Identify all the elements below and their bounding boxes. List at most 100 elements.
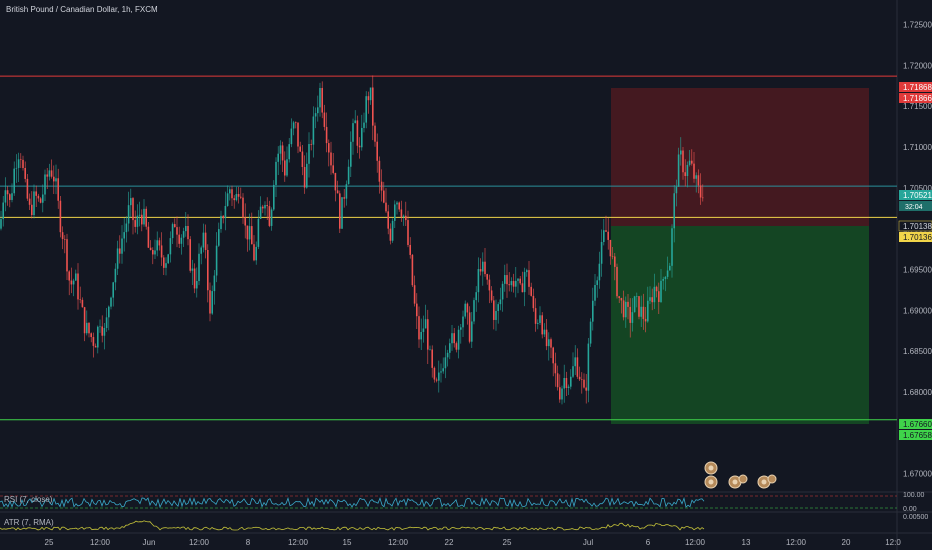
candle [396, 200, 398, 215]
candle [290, 118, 293, 148]
candle [211, 285, 213, 315]
candle [589, 318, 592, 347]
candle [680, 137, 682, 166]
candle [246, 225, 249, 252]
atr-label[interactable]: ATR (7, RMA) [4, 518, 54, 527]
earnings-event-icon[interactable] [704, 475, 718, 489]
candle [295, 121, 297, 129]
candle [165, 257, 167, 276]
time-tick-label: Jul [583, 538, 593, 547]
candle [26, 174, 29, 201]
candle [385, 188, 387, 214]
price-tick-label: 1.67000 [903, 470, 932, 479]
candle [308, 132, 310, 178]
time-tick-label: 8 [246, 538, 251, 547]
candle [15, 154, 18, 183]
candle [79, 286, 81, 304]
candle [83, 306, 86, 342]
candle [99, 319, 101, 333]
candle [277, 146, 279, 175]
candle [37, 193, 40, 202]
candle [477, 257, 480, 303]
candle [312, 106, 315, 158]
candle [684, 159, 686, 187]
candle [50, 159, 53, 179]
candle [176, 216, 178, 248]
candle [625, 296, 627, 328]
candle [583, 373, 585, 389]
candle [449, 338, 451, 360]
candle [521, 271, 524, 293]
candle [152, 247, 154, 265]
candle [420, 318, 422, 351]
price-tick-label: 1.72000 [903, 61, 932, 70]
candle [303, 155, 306, 194]
candle [207, 244, 209, 303]
candle [325, 112, 328, 153]
candle [231, 185, 233, 206]
news-event-icon-2[interactable] [757, 474, 777, 489]
candle [330, 141, 332, 175]
candle [702, 184, 704, 202]
candle [301, 145, 304, 176]
candle [224, 191, 227, 231]
dividend-event-icon[interactable] [704, 461, 718, 475]
candle [33, 184, 35, 219]
candle [460, 323, 462, 344]
candle [121, 225, 123, 264]
rsi-label[interactable]: RSI (7, close) [4, 495, 53, 504]
candle [488, 274, 491, 304]
price-tick-label: 1.69000 [903, 306, 932, 315]
candle [486, 273, 488, 285]
candle [405, 201, 407, 227]
candle [539, 306, 541, 326]
candle [429, 345, 431, 351]
candle [471, 312, 473, 348]
candle [666, 256, 669, 280]
candle [222, 215, 224, 224]
candle [578, 366, 581, 382]
time-tick-label: 12:00 [685, 538, 706, 547]
candle [189, 236, 191, 273]
candle [638, 295, 640, 320]
time-tick-label: 12:00 [288, 538, 309, 547]
candle [376, 133, 378, 173]
price-tick-label: 1.69500 [903, 266, 932, 275]
candle [156, 231, 158, 257]
candle [431, 345, 433, 378]
candle [424, 304, 427, 329]
candle [506, 263, 508, 298]
candle [493, 296, 495, 330]
candle [515, 267, 517, 298]
candle [171, 222, 174, 245]
rsi-line [0, 496, 705, 509]
candle [202, 223, 205, 253]
candle [530, 282, 532, 297]
candle [92, 332, 95, 358]
take-profit-zone[interactable] [611, 226, 869, 424]
candle [422, 315, 425, 343]
news-event-icon[interactable] [728, 474, 748, 489]
time-tick-label: 13 [742, 538, 751, 547]
stop-loss-zone[interactable] [611, 88, 869, 226]
candle [218, 222, 220, 247]
candle [563, 364, 565, 403]
candle [198, 243, 200, 286]
candle [442, 357, 444, 374]
candle [48, 163, 51, 181]
candle [0, 210, 2, 231]
candlestick-series [0, 75, 704, 405]
candle [556, 365, 559, 391]
current-price-label: 1.70521 32:04 [899, 190, 932, 211]
candle [97, 325, 99, 354]
candle [101, 315, 103, 343]
candle [61, 226, 64, 250]
candle [284, 151, 286, 182]
candle [433, 366, 436, 383]
candle [138, 201, 141, 227]
candle [475, 286, 477, 312]
candle [281, 141, 284, 172]
candle [383, 181, 385, 204]
time-axis[interactable]: 25 12:00 Jun 12:00 8 12:00 15 12:00 22 25 Jul 6 12:0… [45, 538, 902, 547]
